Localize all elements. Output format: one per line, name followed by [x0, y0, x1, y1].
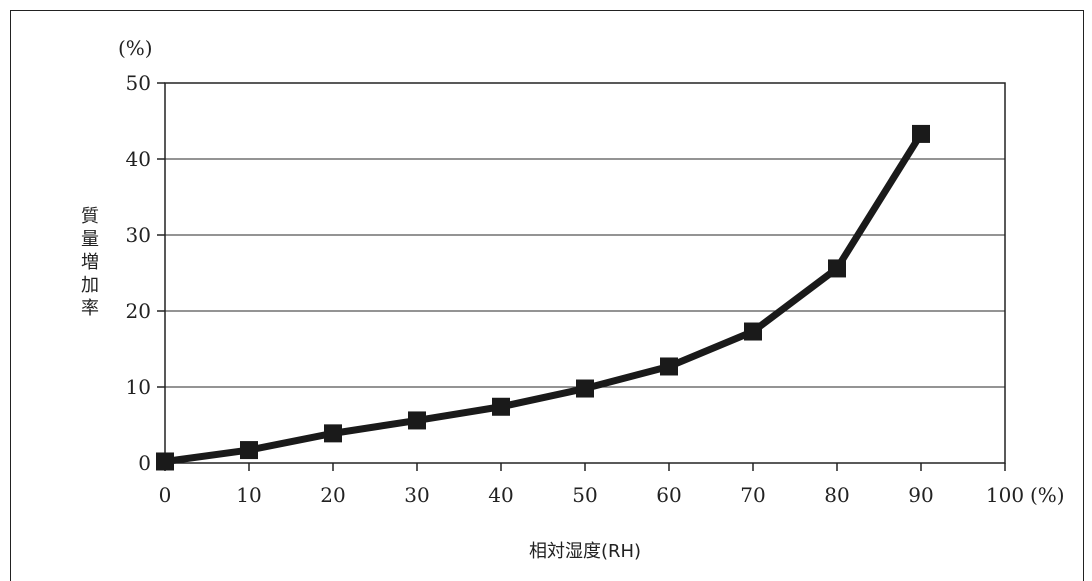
x-axis-label: 相対湿度(RH)	[529, 541, 641, 562]
x-tick-label: 10	[236, 483, 261, 507]
x-tick-label: 90	[908, 483, 933, 507]
y-axis-unit: (%)	[118, 36, 153, 60]
x-tick-label: 0	[159, 483, 172, 507]
y-tick-label: 20	[126, 299, 151, 323]
y-tick-label: 30	[126, 223, 151, 247]
data-point	[240, 441, 258, 460]
x-tick-label: 20	[320, 483, 345, 507]
y-axis-ticks: 0 10 20 30 40 50	[126, 71, 165, 475]
y-axis-label-char: 加	[81, 275, 99, 296]
x-tick-label: 80	[824, 483, 849, 507]
x-tick-label: 100	[986, 483, 1024, 507]
series-line	[161, 130, 925, 465]
y-axis-label-char: 量	[81, 229, 99, 250]
y-axis-label-char: 率	[81, 298, 99, 319]
x-axis-unit: (%)	[1030, 483, 1065, 507]
y-axis-label-char: 増	[81, 252, 99, 273]
data-point	[156, 452, 174, 471]
x-axis-ticks: 0 10 20 30 40 50 60 70 80 90 100	[159, 463, 1024, 507]
data-point	[408, 411, 426, 430]
x-tick-label: 30	[404, 483, 429, 507]
chart-frame	[10, 10, 1084, 581]
y-tick-label: 50	[126, 71, 151, 95]
x-tick-label: 40	[488, 483, 513, 507]
y-tick-label: 0	[138, 451, 151, 475]
y-tick-label: 40	[126, 147, 151, 171]
data-point	[324, 424, 342, 443]
data-point	[576, 379, 594, 398]
y-tick-label: 10	[126, 375, 151, 399]
x-tick-label: 60	[656, 483, 681, 507]
data-point	[744, 322, 762, 341]
data-point	[912, 124, 930, 143]
data-points	[156, 124, 930, 471]
grid-lines	[165, 158, 1005, 388]
y-axis-label-char: 質	[81, 206, 99, 227]
data-point	[492, 397, 510, 416]
data-point	[828, 259, 846, 278]
plot-area	[164, 82, 1006, 464]
x-tick-label: 70	[740, 483, 765, 507]
x-tick-label: 50	[572, 483, 597, 507]
data-point	[660, 357, 678, 376]
